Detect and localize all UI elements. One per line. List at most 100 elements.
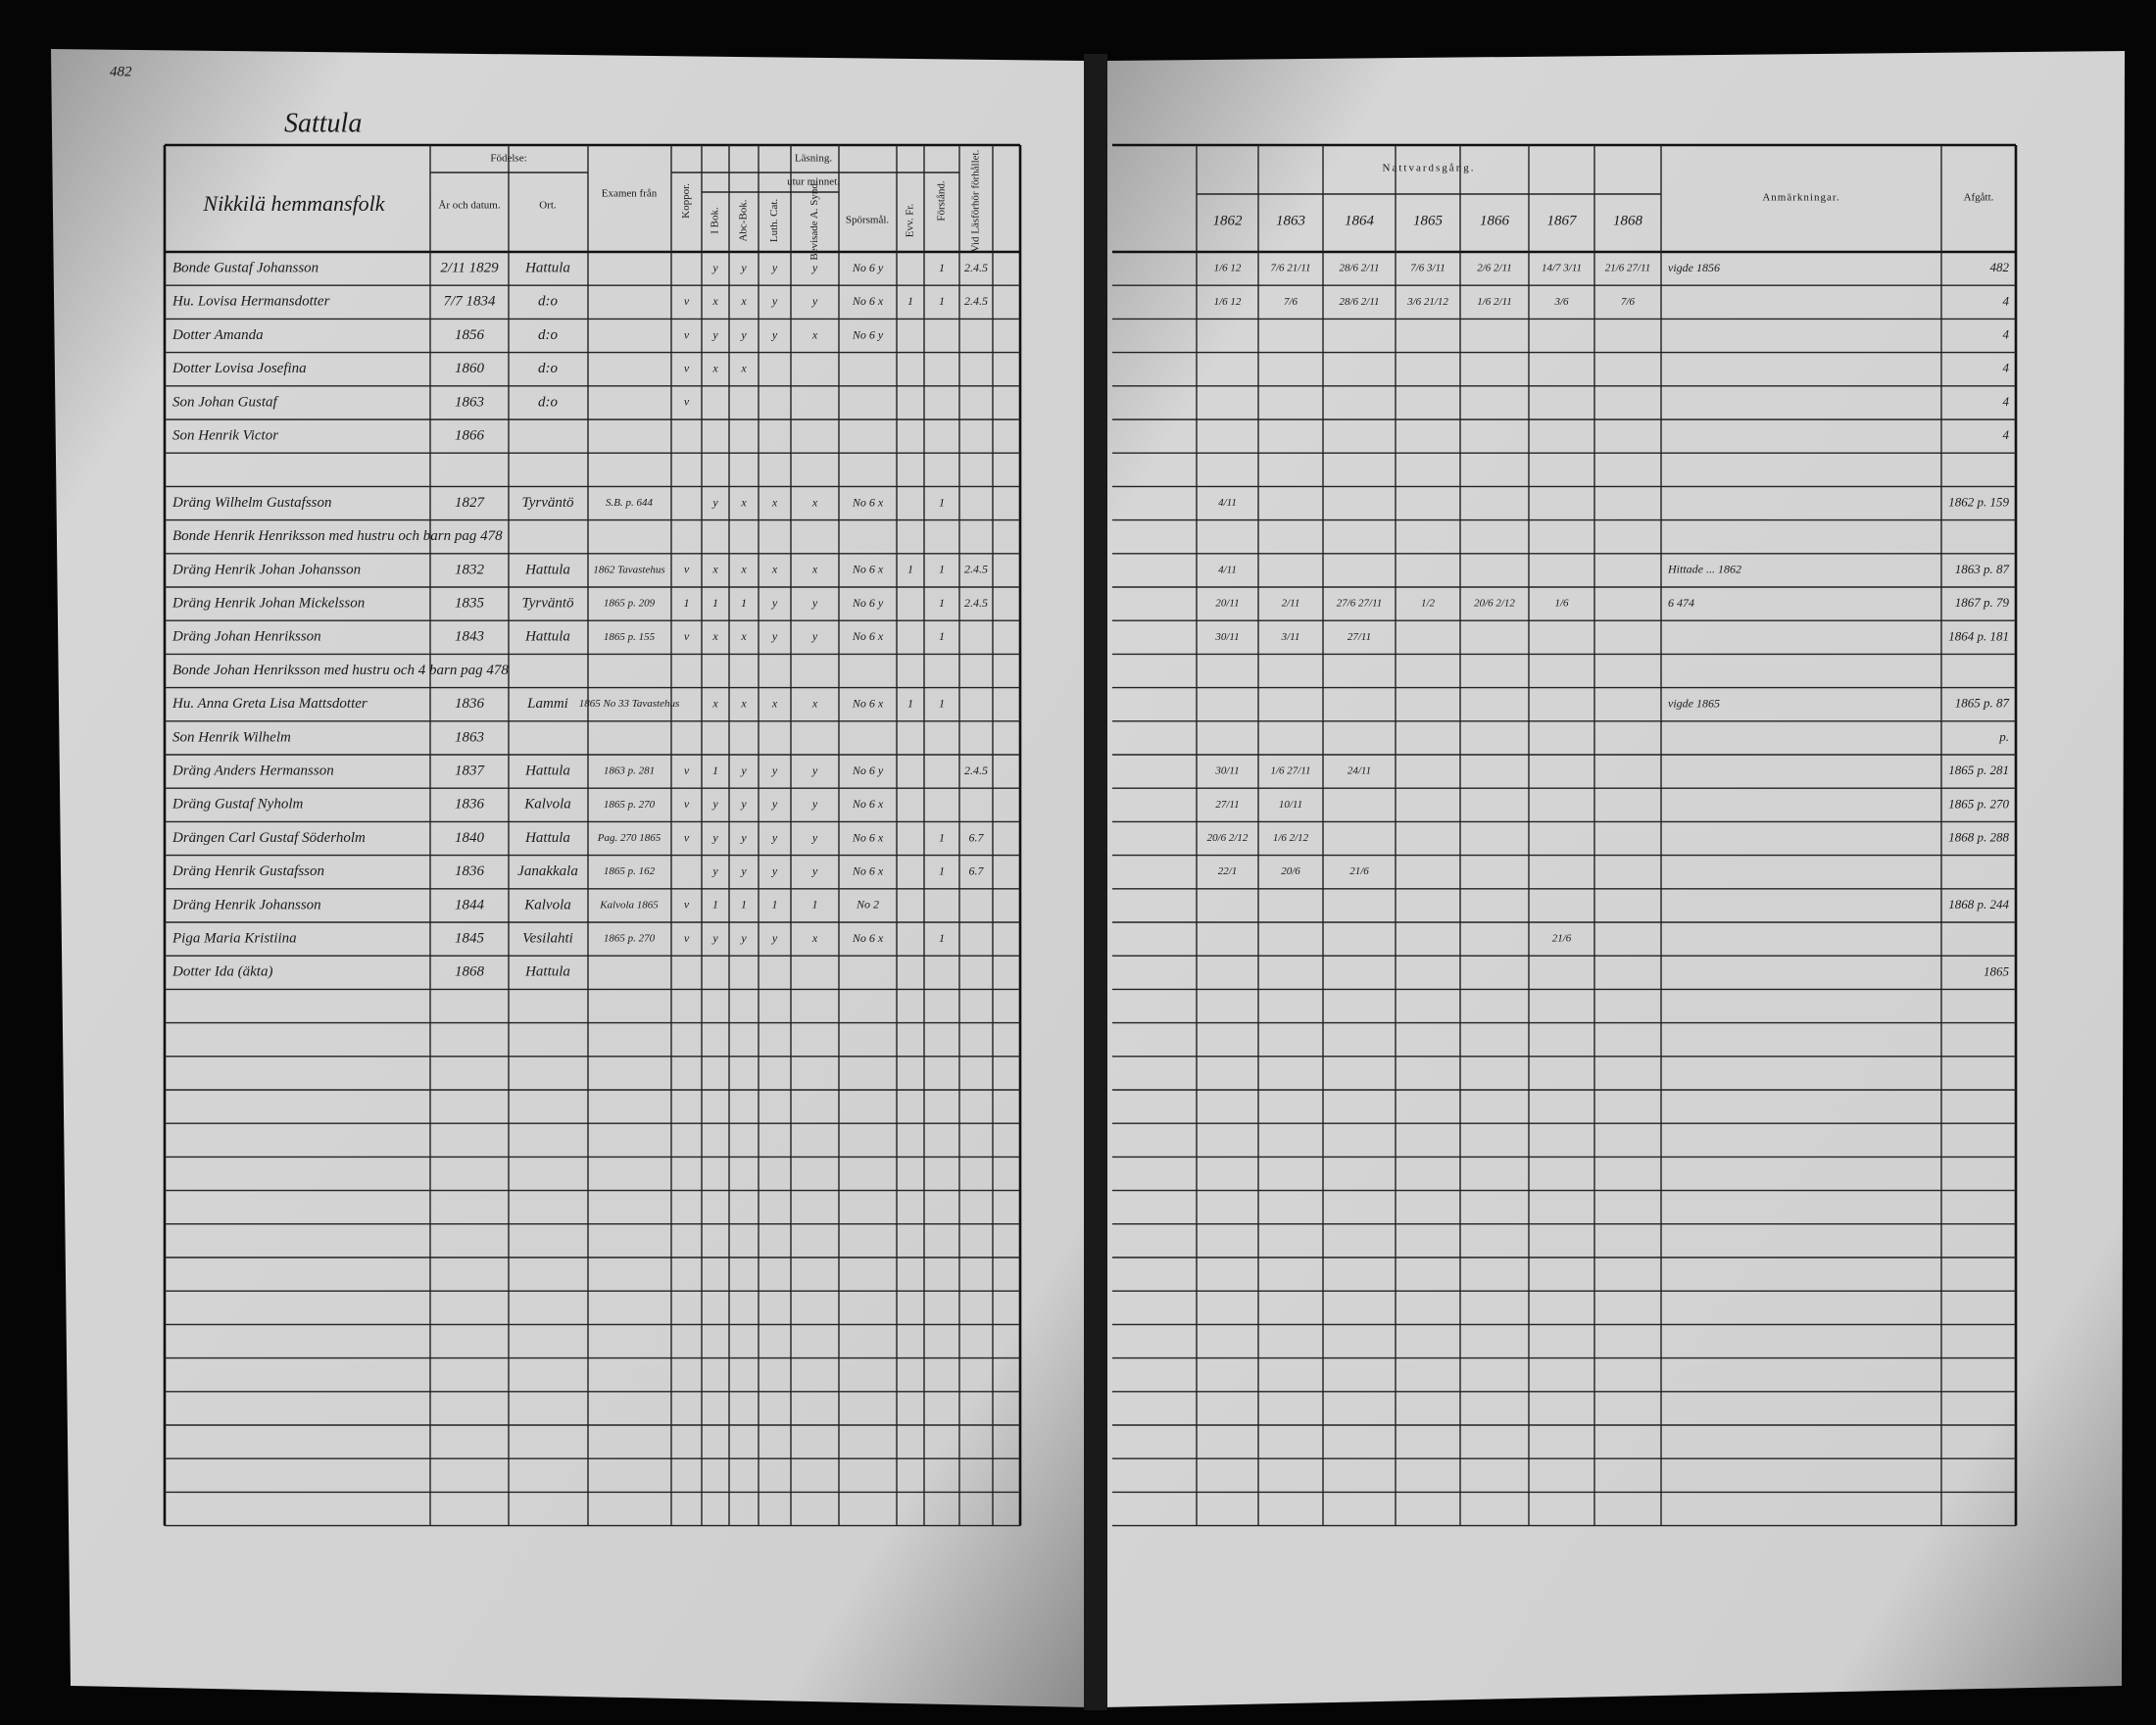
cell-text: 3/11 [1281, 631, 1300, 643]
cell-text: 1866 [1480, 213, 1510, 228]
cell-text: v [684, 931, 690, 945]
cell-text: No 6 x [852, 931, 884, 945]
cell-text: vigde 1865 [1668, 696, 1720, 710]
cell-text: 2.4.5 [964, 764, 988, 777]
cell-text: x [740, 563, 747, 576]
cell-text: 2.4.5 [964, 261, 988, 274]
cell-text: 1/2 [1421, 598, 1436, 610]
cell-text: 1 [684, 596, 690, 610]
cell-text: 6.7 [969, 863, 985, 877]
cell-text: v [684, 764, 690, 777]
cell-text: Spörsmål. [846, 215, 890, 226]
cell-text: No 6 y [852, 327, 884, 341]
cell-text: y [771, 596, 778, 610]
cell-text: Hattula [524, 764, 570, 779]
cell-text: x [811, 931, 818, 945]
cell-text: 1856 [455, 327, 485, 343]
cell-text: Kalvola 1865 [599, 899, 659, 911]
cell-text: No 2 [856, 898, 879, 912]
cell-text: x [740, 696, 747, 710]
cell-text: 4 [2003, 326, 2010, 341]
cell-text: 1843 [455, 629, 484, 645]
cell-text: No 6 x [852, 863, 884, 877]
cell-text: v [684, 898, 690, 912]
gutter [1084, 54, 1107, 1710]
cell-text: 1865 p. 162 [604, 865, 656, 877]
cell-text: v [684, 395, 690, 409]
cell-text: 1/6 [1554, 598, 1569, 610]
cell-text: Vesilahti [522, 931, 573, 947]
cell-text: y [811, 629, 818, 643]
cell-text: 1865 [1413, 213, 1444, 228]
cell-text: Dräng Anders Hermansson [172, 764, 334, 779]
cell-text: 1 [939, 563, 945, 576]
cell-text: x [811, 327, 818, 341]
cell-text: 2.4.5 [964, 294, 988, 308]
cell-text: 2/11 1829 [440, 261, 499, 276]
cell-text: y [811, 596, 818, 610]
cell-text: 1 [939, 495, 945, 509]
cell-text: utur minnet. [787, 176, 840, 188]
cell-text: Dräng Henrik Johan Mickelsson [172, 596, 365, 612]
cell-text: No 6 x [852, 495, 884, 509]
cell-text: Luth. Cat. [768, 199, 780, 243]
cell-text: 1836 [455, 696, 485, 712]
cell-text: Son Johan Gustaf [172, 394, 278, 410]
cell-text: 4 [2003, 394, 2010, 409]
cell-text: Son Henrik Wilhelm [172, 729, 291, 745]
cell-text: y [811, 764, 818, 777]
cell-text: No 6 x [852, 563, 884, 576]
cell-text: 1865 p. 209 [604, 598, 656, 610]
cell-text: 21/6 [1349, 865, 1369, 877]
cell-text: 1868 p. 244 [1948, 897, 2009, 912]
cell-text: Hattula [524, 261, 570, 276]
cell-text: 7/6 [1621, 296, 1636, 308]
cell-text: Nikkilä hemmansfolk [202, 191, 385, 216]
cell-text: y [711, 261, 718, 274]
cell-text: 4/11 [1218, 564, 1237, 575]
cell-text: Bevisade A. Synd. [808, 180, 820, 261]
village-name: Sattula [284, 108, 362, 138]
cell-text: y [771, 830, 778, 844]
cell-text: 3/6 [1553, 296, 1569, 308]
cell-text: Vid Läsförhör förhållet. [970, 149, 982, 252]
cell-text: 1 [907, 696, 913, 710]
cell-text: 7/6 [1284, 296, 1298, 308]
cell-text: Kalvola [523, 897, 571, 912]
cell-text: d:o [538, 294, 558, 310]
cell-text: 20/6 2/12 [1207, 832, 1249, 844]
cell-text: 1/6 12 [1214, 296, 1242, 308]
cell-text: Evv. Fr. [905, 204, 916, 238]
cell-text: 1 [939, 931, 945, 945]
cell-text: Tyrväntö [521, 596, 574, 612]
cell-text: y [771, 863, 778, 877]
cell-text: 4 [2003, 293, 2010, 308]
cell-text: y [771, 294, 778, 308]
cell-text: 1 [772, 898, 778, 912]
cell-text: 28/6 2/11 [1339, 263, 1379, 274]
cell-text: 1864 p. 181 [1948, 628, 2009, 643]
cell-text: 1836 [455, 797, 485, 813]
cell-text: Nattvardsgång. [1383, 163, 1476, 174]
cell-text: 1865 p. 155 [604, 631, 656, 643]
cell-text: No 6 x [852, 696, 884, 710]
cell-text: No 6 y [852, 764, 884, 777]
cell-text: 1868 [455, 964, 485, 980]
cell-text: x [740, 629, 747, 643]
cell-text: Dräng Henrik Gustafsson [172, 863, 324, 879]
cell-text: 1 [939, 596, 945, 610]
cell-text: No 6 x [852, 629, 884, 643]
cell-text: 1827 [455, 495, 486, 511]
cell-text: Förstånd. [936, 180, 948, 222]
cell-text: x [811, 495, 818, 509]
cell-text: 1865 p. 270 [604, 933, 656, 945]
cell-text: y [811, 294, 818, 308]
cell-text: 7/6 3/11 [1410, 263, 1446, 274]
cell-text: 1832 [455, 562, 485, 577]
cell-text: 20/6 [1281, 865, 1300, 877]
cell-text: 1 [939, 830, 945, 844]
cell-text: Hattula [524, 629, 570, 645]
cell-text: y [811, 797, 818, 811]
cell-text: 1 [939, 629, 945, 643]
